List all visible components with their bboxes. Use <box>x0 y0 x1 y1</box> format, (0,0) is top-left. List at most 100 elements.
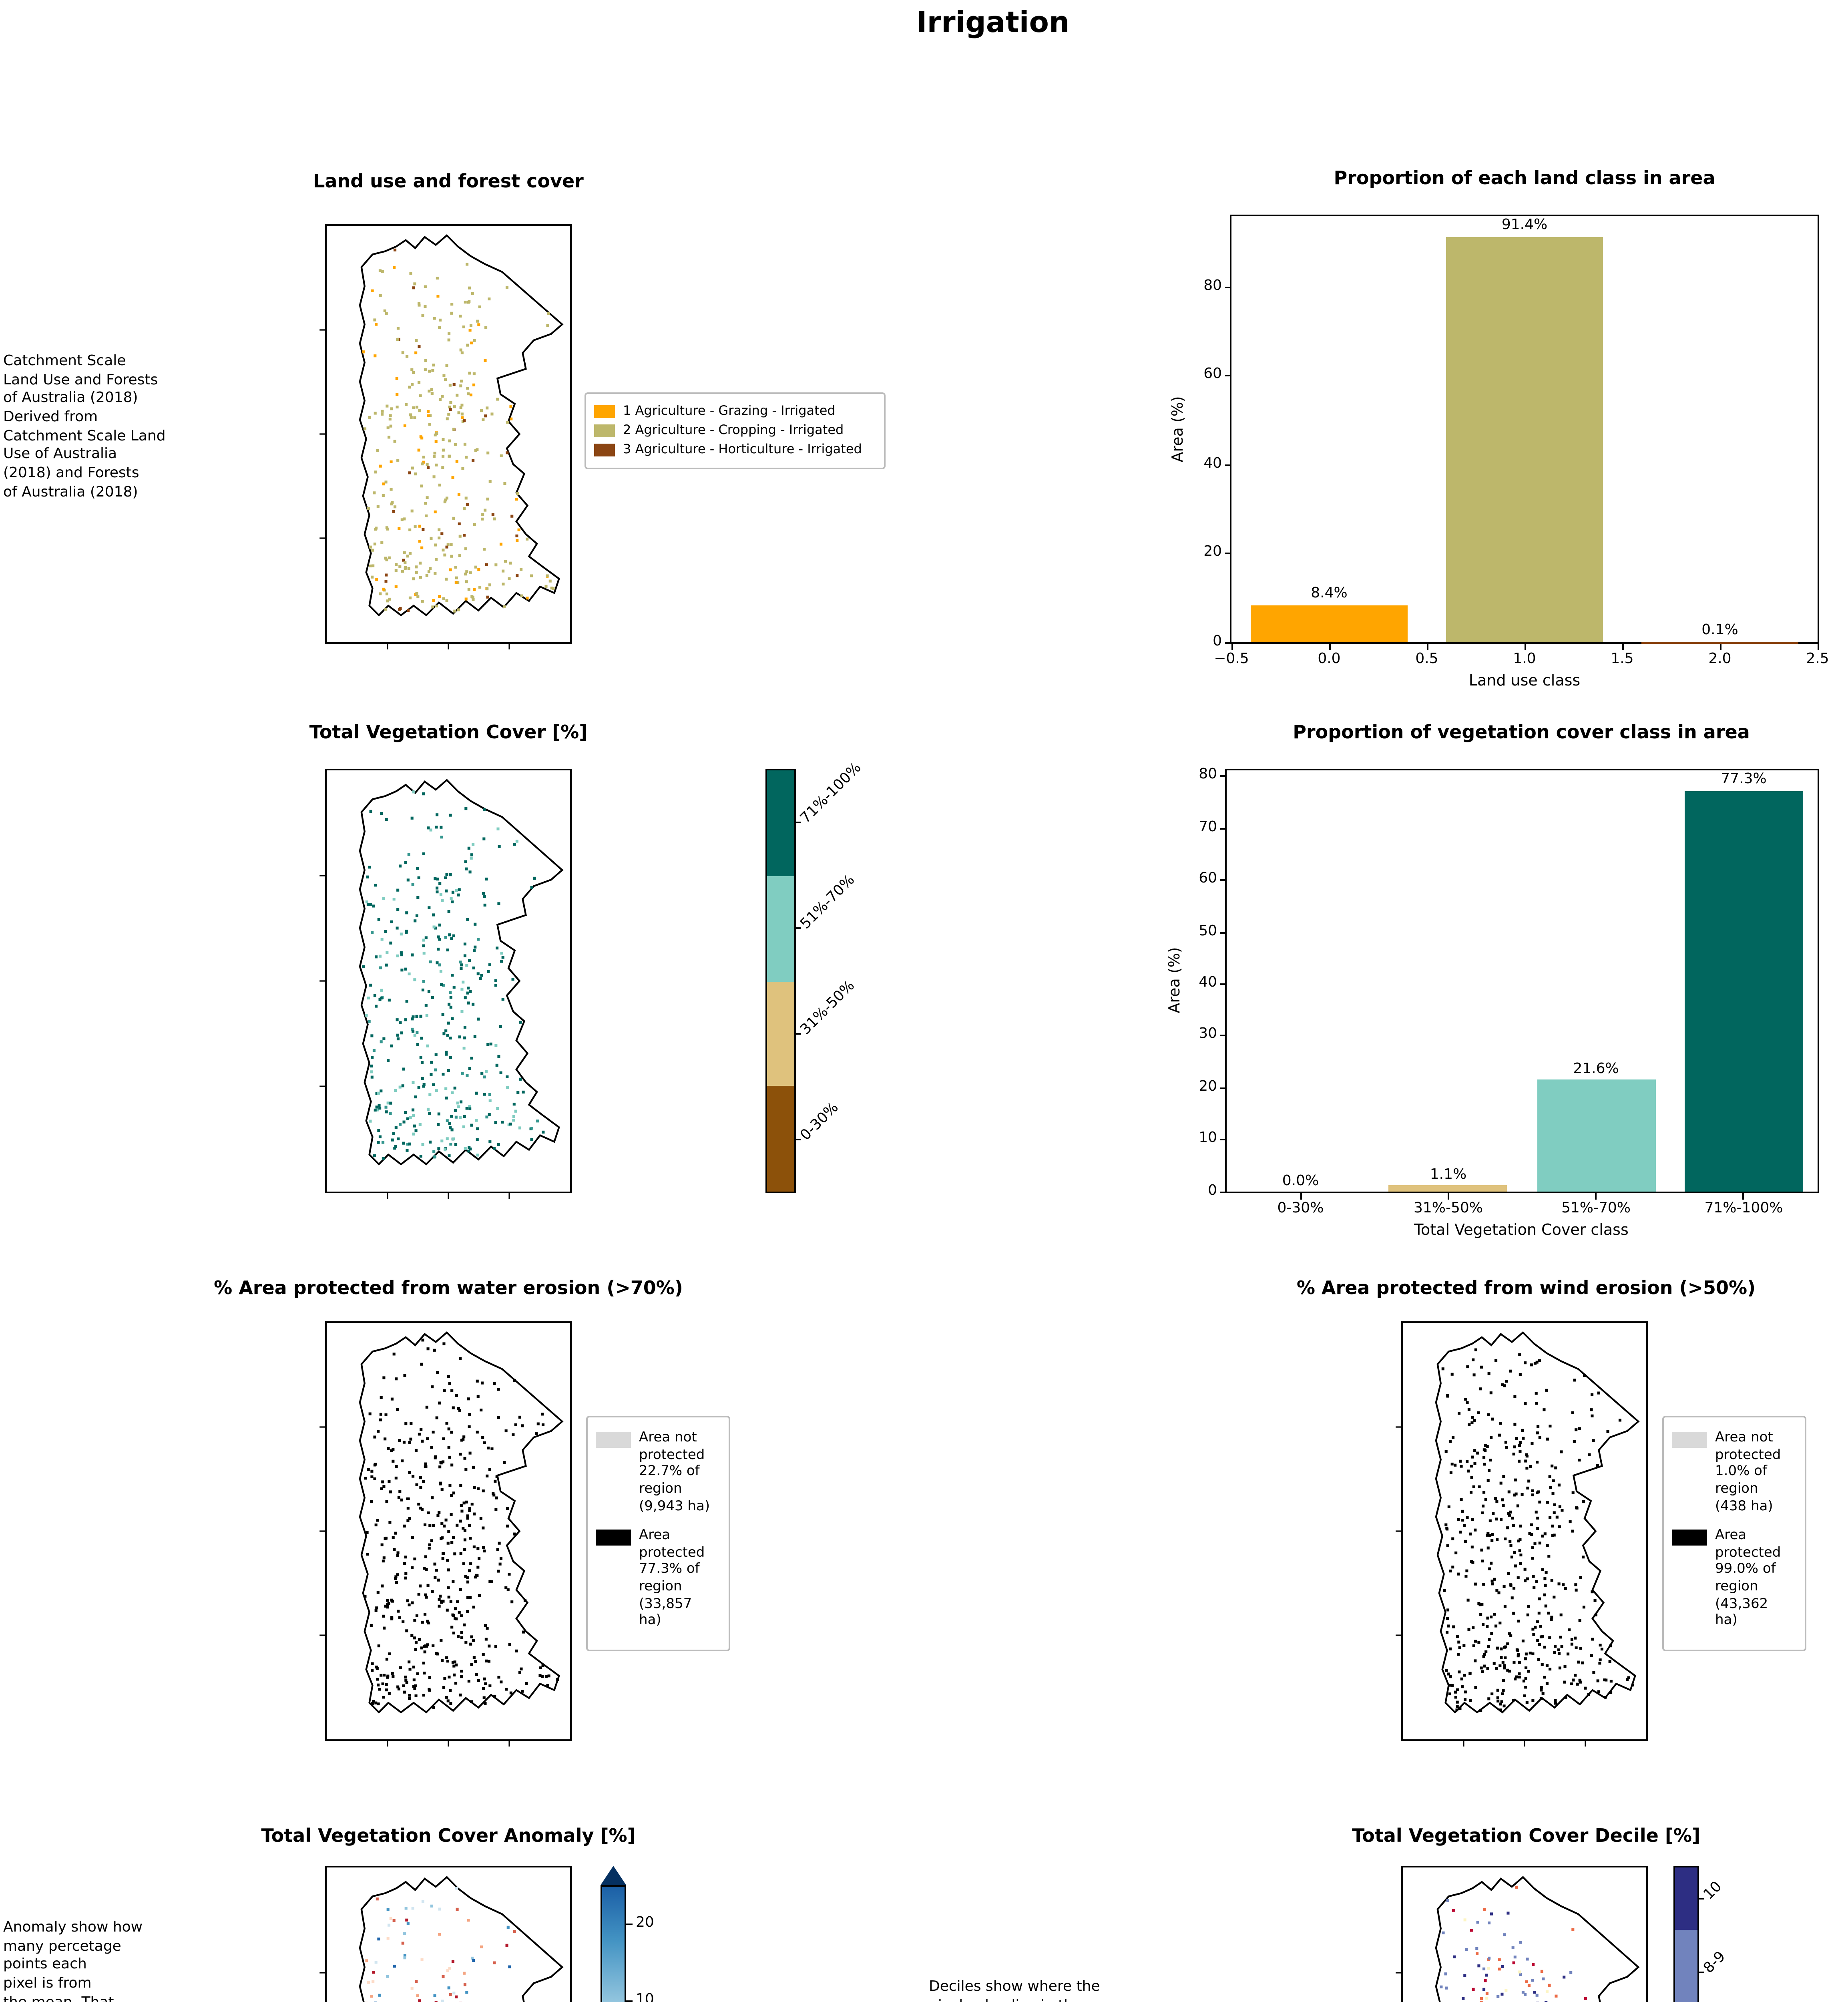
colorbar-tick-label: 0-30% <box>798 1099 843 1144</box>
veg-class-chart-xlabel: Total Vegetation Cover class <box>1414 1222 1629 1240</box>
axis-ticks <box>319 875 510 1199</box>
ticklabel-y: 60 <box>1203 367 1222 383</box>
legend-label: Area not protected 1.0% of region (438 h… <box>1715 1430 1781 1514</box>
legend-item: Area not protected 22.7% of region (9,94… <box>596 1430 721 1516</box>
water-erosion-map <box>319 1321 572 1747</box>
decile-map <box>1396 1866 1648 2002</box>
ticklabel-y: 0 <box>1213 633 1222 649</box>
bar-label: 91.4% <box>1501 218 1548 234</box>
legend-label: Area protected 99.0% of region (43,362 h… <box>1715 1528 1781 1630</box>
water-erosion-legend: Area not protected 22.7% of region (9,94… <box>586 1416 730 1651</box>
veg-class-chart-title: Proportion of vegetation cover class in … <box>1293 721 1750 743</box>
land-use-map-title: Land use and forest cover <box>313 170 584 192</box>
ticklabel-x: 2.0 <box>1708 652 1731 668</box>
ticklabel-x: −0.5 <box>1214 652 1249 668</box>
legend-item: Area protected 77.3% of region (33,857 h… <box>596 1528 721 1630</box>
tickmark-x <box>1447 1192 1449 1199</box>
legend-swatch <box>594 405 615 418</box>
colorbar-segment <box>767 770 794 876</box>
colorbar-tick-label: 51%-70% <box>798 872 859 933</box>
ticklabel-x: 31%-50% <box>1413 1201 1483 1217</box>
ticklabel-y: 80 <box>1199 768 1217 784</box>
land-class-chart-title: Proportion of each land class in area <box>1334 167 1715 189</box>
ticklabel-y: 70 <box>1199 820 1217 836</box>
tickmark-y <box>1219 983 1227 985</box>
tickmark-x <box>1426 642 1428 649</box>
bar-label: 21.6% <box>1573 1061 1619 1077</box>
tickmark-y <box>1224 464 1231 466</box>
ticklabel-x: 0-30% <box>1277 1201 1324 1217</box>
ticklabel-x: 0.5 <box>1415 652 1438 668</box>
bar-label: 0.0% <box>1282 1173 1319 1189</box>
ticklabel-y: 80 <box>1203 278 1222 294</box>
veg-cover-map-title: Total Vegetation Cover [%] <box>309 721 588 743</box>
colorbar-tick-label: 10 <box>1701 1879 1726 1904</box>
axis-ticks <box>319 1972 327 1974</box>
colorbar-tick <box>1697 1972 1704 1974</box>
legend-item: Area not protected 1.0% of region (438 h… <box>1672 1430 1797 1516</box>
legend-swatch <box>1672 1530 1707 1546</box>
bar <box>1641 641 1798 642</box>
colorbar-segment <box>1675 1867 1697 1931</box>
colorbar-tick <box>1697 1898 1704 1900</box>
legend-swatch <box>1672 1432 1707 1448</box>
legend-swatch <box>596 1432 631 1448</box>
bar <box>1537 1079 1655 1192</box>
decile-title: Total Vegetation Cover Decile [%] <box>1352 1824 1701 1847</box>
tickmark-x <box>1300 1192 1302 1199</box>
map-pixels <box>362 248 555 613</box>
catchment-boundary <box>359 779 564 1166</box>
map-pixels <box>1440 1885 1587 2002</box>
decile-note: Deciles show where the pixel value lies … <box>929 1980 1100 2002</box>
catchment-boundary <box>359 1331 564 1714</box>
legend-label: 2 Agriculture - Cropping - Irrigated <box>623 423 844 437</box>
anomaly-colorbar-gradient <box>601 1885 626 2002</box>
colorbar-tick-label: 8-9 <box>1701 1950 1729 1978</box>
map-canvas <box>319 234 564 649</box>
tickmark-y <box>1219 1191 1227 1193</box>
tickmark-x <box>1621 642 1623 649</box>
tickmark-y <box>1224 286 1231 288</box>
wind-erosion-legend: Area not protected 1.0% of region (438 h… <box>1662 1416 1806 1651</box>
legend-swatch <box>594 444 615 456</box>
legend-label: 3 Agriculture - Horticulture - Irrigated <box>623 442 862 456</box>
map-pixels <box>362 790 545 1160</box>
bar <box>1389 1186 1508 1192</box>
tickmark-y <box>1219 1139 1227 1141</box>
axis-ticks <box>1396 1426 1586 1747</box>
legend-item: Area protected 99.0% of region (43,362 h… <box>1672 1528 1797 1630</box>
colorbar-tick <box>794 1033 801 1035</box>
map-canvas <box>319 1331 564 1747</box>
tickmark-y <box>1219 931 1227 933</box>
cb-tick <box>626 2000 633 2002</box>
tickmark-y <box>1219 776 1227 778</box>
veg-cover-map <box>319 769 572 1199</box>
bar <box>1251 605 1408 642</box>
axis-ticks <box>319 329 510 649</box>
ticklabel-x: 1.0 <box>1513 652 1536 668</box>
ticklabel-y: 20 <box>1203 545 1222 561</box>
veg-cover-colorbar: 71%-100% 51%-70% 31%-50% 0-30% <box>765 761 865 1193</box>
tickmark-y <box>1219 880 1227 881</box>
decile-colorbar: 108-94-72-31 <box>1673 1866 1729 2002</box>
land-class-chart-ylabel: Area (%) <box>1170 396 1187 462</box>
tickmark-y <box>1224 375 1231 377</box>
catchment-boundary <box>1435 1876 1640 2002</box>
map-canvas <box>1396 1331 1640 1747</box>
map-pixels <box>365 1887 516 2002</box>
ticklabel-x: 0.0 <box>1318 652 1341 668</box>
catchment-boundary <box>359 1876 564 2002</box>
land-class-chart-plot: 0 20 40 60 80 −0.5 0.0 0.5 1.0 1.5 2.0 2.5 8.4% 91.4%… <box>1203 215 1829 668</box>
wind-erosion-map <box>1396 1321 1648 1747</box>
land-class-chart-xlabel: Land use class <box>1468 673 1581 690</box>
tickmark-y <box>1224 553 1231 555</box>
tickmark-x <box>1743 1192 1745 1199</box>
colorbar-segment <box>767 981 794 1086</box>
tickmark-x <box>1817 642 1819 649</box>
ticklabel-y: 10 <box>1199 1131 1217 1147</box>
colorbar-tick-label: 31%-50% <box>798 978 859 1039</box>
ticklabel-y: 40 <box>1199 975 1217 991</box>
anomaly-title: Total Vegetation Cover Anomaly [%] <box>261 1824 636 1847</box>
bar-label: 77.3% <box>1721 772 1767 788</box>
